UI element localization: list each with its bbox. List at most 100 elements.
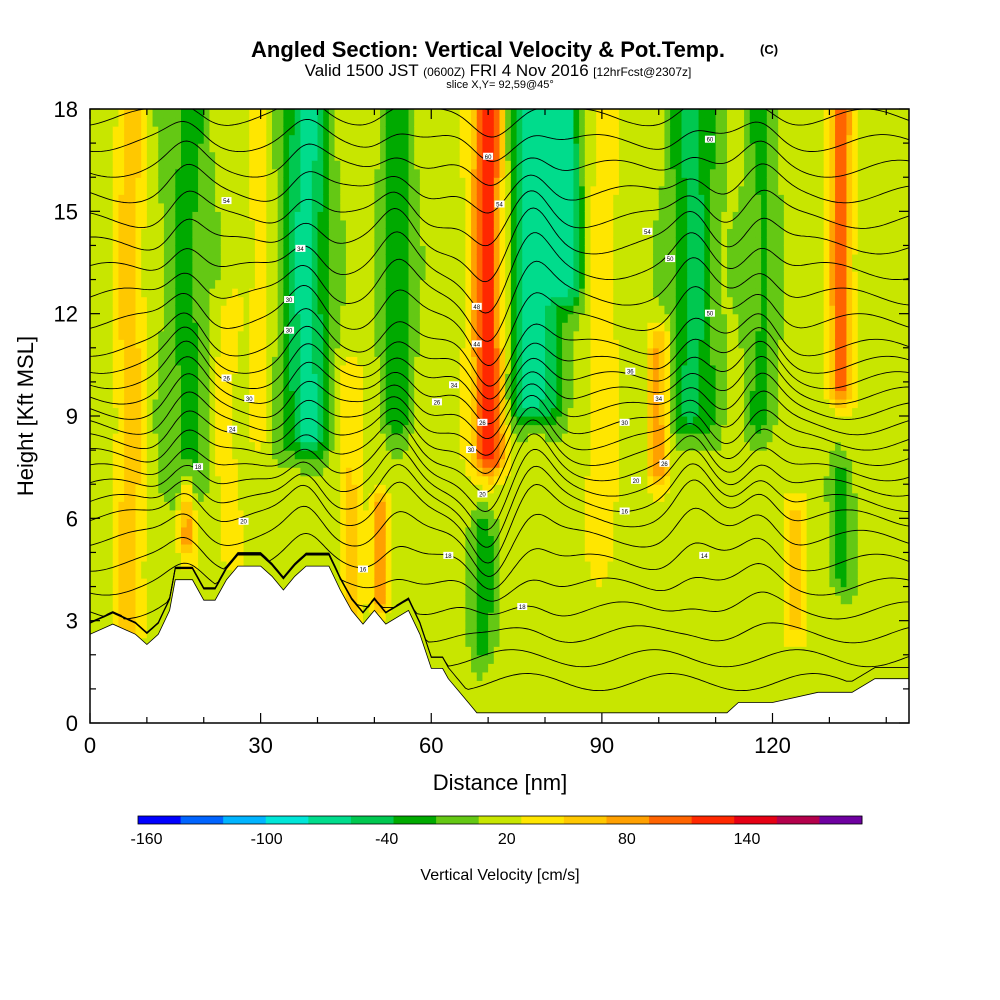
field-cell	[181, 143, 188, 153]
field-cell	[215, 518, 222, 528]
field-cell	[220, 262, 228, 272]
field-cell	[448, 219, 455, 229]
field-cell	[385, 364, 393, 374]
field-cell	[124, 160, 131, 170]
field-cell	[118, 484, 125, 494]
field-cell	[163, 134, 171, 144]
field-cell	[351, 509, 358, 519]
field-cell	[363, 305, 370, 315]
field-cell	[436, 126, 444, 136]
field-cell	[328, 467, 336, 477]
field-cell	[442, 535, 449, 545]
field-cell	[277, 202, 284, 212]
field-cell	[300, 381, 307, 392]
field-cell	[232, 211, 239, 221]
field-cell	[368, 236, 375, 247]
field-cell	[306, 211, 313, 221]
field-cell	[129, 143, 137, 153]
field-cell	[129, 202, 137, 212]
field-cell	[380, 381, 387, 392]
field-cell	[135, 492, 142, 502]
field-cell	[442, 526, 449, 536]
field-cell	[203, 219, 211, 229]
field-cell	[465, 126, 472, 136]
field-cell	[391, 194, 398, 204]
field-cell	[107, 416, 114, 426]
field-cell	[357, 160, 364, 170]
field-cell	[374, 560, 381, 571]
field-cell	[306, 484, 313, 494]
field-cell	[90, 211, 97, 221]
field-cell	[215, 586, 222, 596]
field-cell	[163, 416, 171, 426]
field-cell	[266, 219, 273, 229]
field-cell	[163, 501, 171, 511]
field-cell	[317, 236, 324, 247]
field-cell	[311, 560, 319, 571]
field-cell	[476, 347, 484, 357]
field-cell	[374, 236, 381, 247]
field-cell	[374, 526, 381, 536]
field-cell	[465, 253, 472, 264]
field-cell	[323, 535, 330, 545]
field-cell	[209, 475, 216, 485]
field-cell	[454, 416, 461, 426]
field-cell	[471, 680, 478, 690]
field-cell	[226, 305, 233, 315]
field-cell	[277, 313, 284, 323]
field-cell	[220, 509, 228, 519]
field-cell	[277, 501, 284, 511]
field-cell	[209, 219, 216, 229]
field-cell	[95, 253, 102, 264]
field-cell	[471, 509, 478, 519]
field-cell	[459, 339, 466, 349]
field-cell	[175, 552, 182, 562]
field-cell	[107, 236, 114, 247]
field-cell	[283, 560, 290, 571]
field-cell	[419, 296, 427, 306]
field-cell	[203, 262, 211, 272]
field-cell	[186, 109, 193, 119]
field-cell	[345, 211, 353, 221]
field-cell	[289, 194, 296, 204]
field-cell	[152, 194, 159, 204]
field-cell	[186, 450, 193, 460]
field-cell	[107, 160, 114, 170]
field-cell	[283, 339, 290, 349]
field-cell	[317, 160, 324, 170]
field-cell	[317, 288, 324, 298]
field-cell	[198, 339, 205, 349]
field-cell	[118, 398, 125, 409]
field-cell	[436, 560, 444, 571]
field-cell	[391, 475, 398, 485]
field-cell	[380, 441, 387, 451]
field-cell	[448, 518, 455, 528]
field-cell	[363, 458, 370, 468]
field-cell	[289, 117, 296, 127]
field-cell	[448, 646, 455, 656]
field-cell	[357, 109, 364, 119]
field-cell	[186, 313, 193, 323]
field-cell	[152, 390, 159, 400]
field-cell	[289, 185, 296, 195]
field-cell	[243, 543, 250, 554]
field-cell	[311, 364, 319, 374]
field-cell	[124, 526, 131, 536]
field-cell	[357, 612, 364, 622]
field-cell	[317, 177, 324, 187]
field-cell	[232, 535, 239, 545]
field-cell	[368, 398, 375, 409]
field-cell	[124, 211, 131, 221]
field-cell	[175, 126, 182, 136]
field-cell	[471, 126, 478, 136]
field-cell	[112, 271, 120, 281]
field-cell	[146, 322, 154, 332]
field-cell	[476, 245, 484, 255]
field-cell	[169, 416, 176, 426]
field-cell	[129, 484, 137, 494]
field-cell	[306, 407, 313, 417]
field-cell	[249, 484, 256, 494]
field-cell	[340, 347, 347, 357]
field-cell	[436, 364, 444, 374]
field-cell	[476, 552, 484, 562]
